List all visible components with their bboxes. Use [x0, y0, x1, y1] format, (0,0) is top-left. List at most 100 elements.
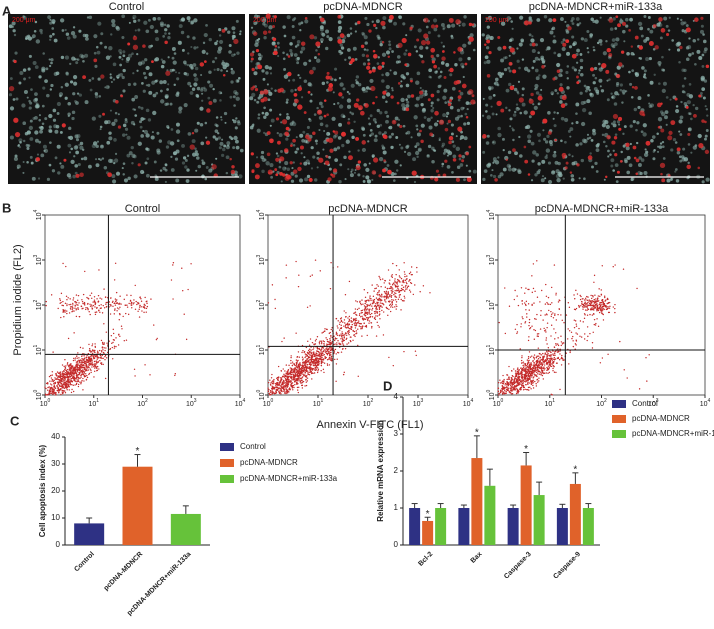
cell-dot [682, 148, 685, 151]
cell-dot [365, 41, 368, 44]
event [59, 372, 60, 373]
event [314, 359, 315, 360]
event [130, 295, 131, 296]
event [270, 394, 271, 395]
cell-dot [61, 86, 63, 88]
cell-dot [447, 24, 451, 28]
event [390, 288, 391, 289]
cell-dot [617, 93, 619, 95]
cell-dot [704, 47, 708, 51]
cell-dot [155, 92, 158, 95]
event [312, 373, 313, 374]
apoptotic-dot [222, 29, 226, 33]
apoptotic-dot [519, 97, 524, 102]
event [283, 380, 284, 381]
apoptotic-dot [576, 81, 579, 84]
cell-dot [614, 42, 618, 46]
event [80, 376, 81, 377]
cell-dot [634, 108, 637, 111]
event [65, 365, 66, 366]
event [68, 373, 69, 374]
event [98, 269, 99, 270]
apoptotic-dot [279, 88, 284, 93]
cell-dot [75, 61, 78, 64]
cell-dot [193, 46, 196, 49]
cell-dot [258, 113, 261, 116]
event [363, 314, 364, 315]
event [358, 308, 359, 309]
cell-dot [552, 39, 556, 43]
event [51, 380, 52, 381]
cell-dot [587, 51, 589, 53]
cell-dot [193, 82, 197, 86]
cell-dot [322, 82, 325, 85]
cell-dot [236, 20, 239, 23]
event [91, 360, 92, 361]
micrograph [8, 14, 245, 184]
event [279, 387, 280, 388]
event [103, 358, 104, 359]
event [136, 304, 137, 305]
cell-dot [698, 56, 702, 60]
cell-dot [411, 136, 413, 138]
event [79, 362, 80, 363]
event [82, 378, 83, 379]
cell-dot [258, 96, 261, 99]
apoptotic-dot [412, 170, 417, 175]
cell-dot [41, 126, 43, 128]
event [306, 381, 307, 382]
apoptotic-dot [392, 120, 397, 125]
apoptotic-dot [190, 144, 195, 149]
apoptotic-dot [562, 153, 567, 158]
cell-dot [67, 144, 71, 148]
cell-dot [95, 158, 97, 160]
cell-dot [99, 95, 101, 97]
cell-dot [357, 173, 360, 176]
cell-dot [463, 76, 465, 78]
event [385, 301, 386, 302]
cell-dot [279, 166, 282, 169]
cell-dot [412, 157, 416, 161]
cell-dot [100, 145, 104, 149]
event [338, 320, 339, 321]
cell-dot [355, 79, 358, 82]
apoptotic-dot [340, 33, 345, 38]
event [302, 376, 303, 377]
cell-dot [292, 36, 296, 40]
cell-dot [117, 77, 119, 79]
event [94, 371, 95, 372]
cell-dot [462, 23, 466, 27]
cell-dot [239, 30, 241, 32]
cell-dot [647, 28, 650, 31]
apoptotic-dot [622, 22, 626, 26]
event [106, 302, 107, 303]
event [289, 389, 290, 390]
cell-dot [166, 102, 169, 105]
apoptotic-dot [686, 165, 691, 170]
apoptotic-dot [378, 65, 383, 70]
cell-dot [42, 105, 45, 108]
cell-dot [420, 55, 423, 58]
cell-dot [675, 141, 678, 144]
cell-dot [362, 54, 365, 57]
cell-dot [363, 180, 366, 183]
cell-dot [572, 43, 575, 46]
cell-dot [76, 138, 79, 141]
event [406, 288, 407, 289]
cell-dot [28, 68, 31, 71]
cell-dot [487, 25, 490, 28]
cell-dot [629, 83, 632, 86]
event [76, 374, 77, 375]
cell-dot [442, 143, 445, 146]
event [313, 353, 314, 354]
cell-dot [78, 30, 81, 33]
event [314, 368, 315, 369]
cell-dot [342, 87, 345, 90]
cell-dot [679, 155, 682, 158]
apoptotic-dot [79, 173, 84, 178]
cell-dot [564, 21, 566, 23]
cell-dot [620, 89, 623, 92]
cell-dot [201, 159, 203, 161]
cell-dot [668, 29, 670, 31]
event [297, 387, 298, 388]
